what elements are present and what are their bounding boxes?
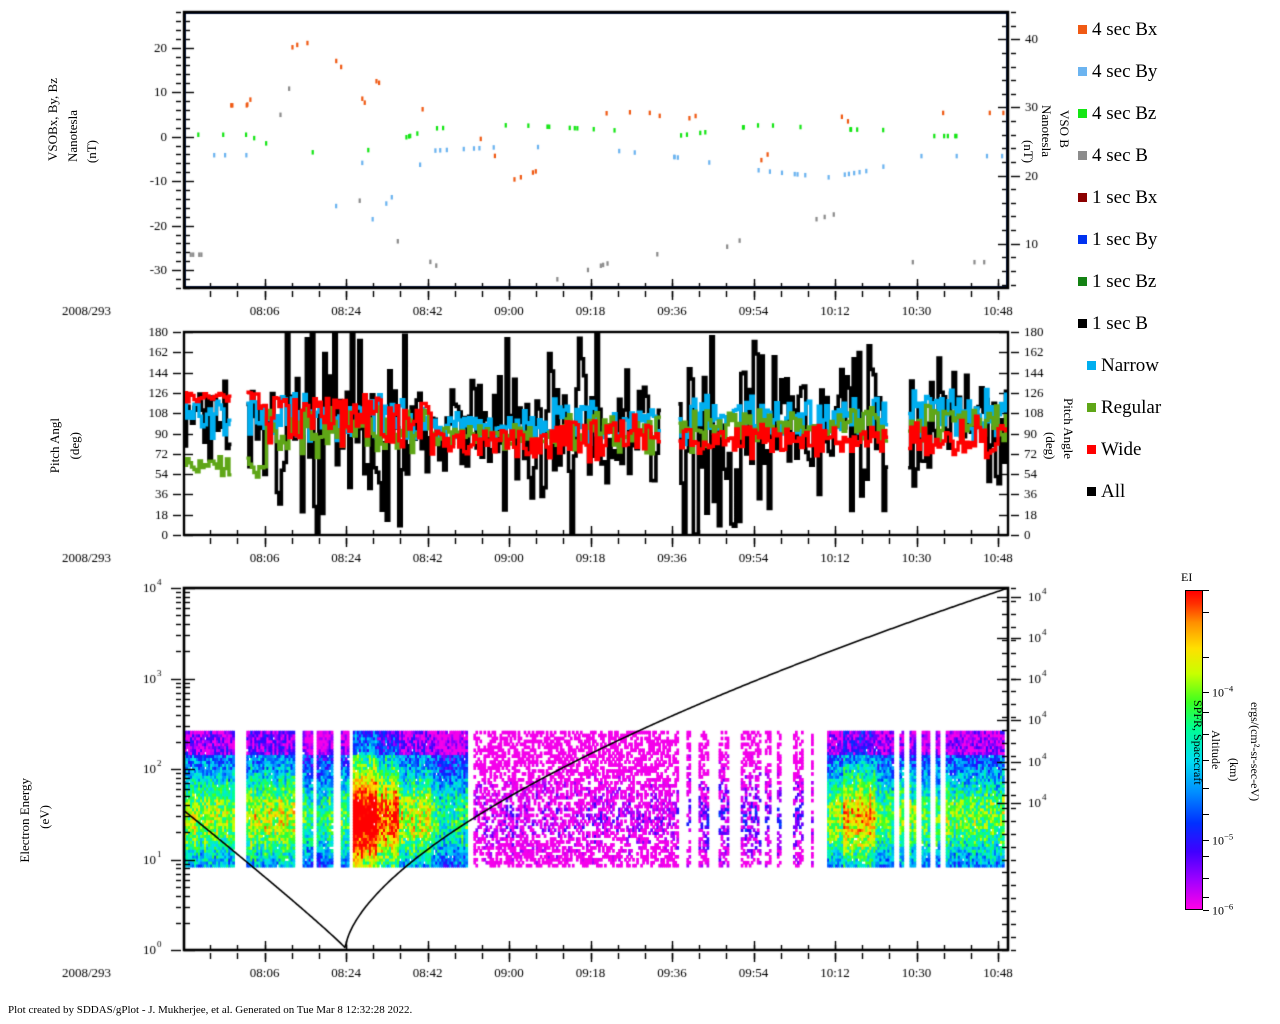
colorbar-tick (1203, 692, 1209, 694)
colorbar-tick (1203, 657, 1209, 659)
legend-item-1-sec-bz[interactable]: 1 sec Bz (1078, 260, 1278, 302)
pitch-right-l1: Pitch Angle (1060, 398, 1076, 460)
footer-credit: Plot created by SDDAS/gPlot - J. Mukherj… (8, 1004, 413, 1016)
pitch-left-l2: (deg) (67, 432, 82, 460)
legend-swatch-icon (1087, 360, 1096, 370)
colorbar-tick (1203, 855, 1209, 857)
legend-label: 4 sec Bx (1092, 18, 1158, 40)
legend: 4 sec Bx 4 sec By 4 sec Bz 4 sec B 1 sec Bx 1… (1078, 8, 1278, 512)
legend-item-4-sec-b[interactable]: 4 sec B (1078, 134, 1278, 176)
legend-label: All (1101, 480, 1126, 502)
mag-right-axis-l1: VSO B (1056, 110, 1072, 148)
pitch-left-l1: Pitch Angl (47, 418, 62, 474)
legend-item-1-sec-bx[interactable]: 1 sec Bx (1078, 176, 1278, 218)
legend-swatch-icon (1078, 24, 1087, 34)
legend-label: Wide (1101, 438, 1142, 460)
mag-left-axis-label-line3: (nT) (84, 140, 99, 164)
legend-item-4-sec-bx[interactable]: 4 sec Bx (1078, 8, 1278, 50)
colorbar-title: EI (1181, 570, 1193, 584)
legend-item-4-sec-bz[interactable]: 4 sec Bz (1078, 92, 1278, 134)
legend-item-narrow[interactable]: Narrow (1078, 344, 1278, 386)
legend-label: 1 sec By (1092, 228, 1158, 250)
mag-left-axis-label-line1: VSOBx, By, Bz (45, 78, 60, 161)
legend-label: 4 sec B (1092, 144, 1148, 166)
altitude-label-text-2: Altitude (1209, 730, 1223, 770)
colorbar-tick-label: 10−4 (1212, 683, 1234, 700)
panel-magnetic-field: VSOBx, By, Bz Nanotesla (nT) VSO B Nanot… (0, 0, 1072, 320)
mag-right-axis-label-2: Nanotesla (1038, 105, 1054, 157)
colorbar-tick (1203, 910, 1209, 911)
panel-pitch-angle: Pitch Angl (deg) Pitch Angle (deg) (0, 320, 1076, 570)
spec-left-l1: Electron Energy (17, 778, 32, 863)
colorbar-gradient (1185, 590, 1203, 910)
pitch-right-axis-label: Pitch Angle (1060, 398, 1076, 460)
magnetic-field-canvas (0, 0, 1060, 320)
legend-item-wide[interactable]: Wide (1078, 428, 1278, 470)
colorbar-tick-label: 10−6 (1212, 901, 1234, 918)
pitch-right-axis-label-2: (deg) (1042, 432, 1058, 460)
legend-swatch-icon (1087, 402, 1096, 412)
altitude-label-text-1: SPFR, Spacecraft (1191, 700, 1205, 785)
legend-label: 1 sec B (1092, 312, 1148, 334)
colorbar-tick (1203, 734, 1209, 735)
spec-left-axis-label-2: (eV) (37, 805, 53, 829)
colorbar-tick (1203, 590, 1209, 591)
altitude-label-2: Altitude (1208, 730, 1223, 769)
colorbar-tick (1203, 788, 1209, 790)
colorbar-tick (1203, 612, 1209, 614)
pitch-left-axis-label-2: (deg) (67, 432, 83, 460)
colorbar-tick (1203, 814, 1209, 815)
legend-label: 1 sec Bz (1092, 270, 1157, 292)
colorbar-unit-label: ergs/(cm²-sr-sec-eV) (1247, 702, 1262, 801)
colorbar-tick (1203, 878, 1209, 879)
legend-item-all[interactable]: All (1078, 470, 1278, 512)
legend-swatch-icon (1087, 444, 1096, 454)
legend-swatch-icon (1087, 486, 1096, 496)
legend-swatch-icon (1078, 318, 1087, 328)
legend-swatch-icon (1078, 108, 1087, 118)
legend-swatch-icon (1078, 192, 1087, 202)
pitch-angle-canvas (0, 320, 1060, 570)
mag-right-axis-l3: (nT) (1020, 140, 1036, 164)
colorbar-tick-label: 10−5 (1212, 831, 1234, 848)
legend-label: 4 sec By (1092, 60, 1158, 82)
legend-swatch-icon (1078, 276, 1087, 286)
colorbar-tick (1203, 711, 1209, 713)
electron-energy-spectrogram-canvas (0, 570, 1170, 995)
mag-right-axis-label-3: (nT) (1020, 140, 1036, 164)
spec-left-axis-label: Electron Energy (17, 778, 33, 863)
altitude-label-text-3: (km) (1227, 758, 1241, 782)
legend-swatch-icon (1078, 150, 1087, 160)
legend-label: 1 sec Bx (1092, 186, 1158, 208)
legend-swatch-icon (1078, 66, 1087, 76)
legend-item-1-sec-b[interactable]: 1 sec B (1078, 302, 1278, 344)
legend-label: Narrow (1101, 354, 1160, 376)
mag-left-axis-label-2: Nanotesla (65, 110, 81, 162)
legend-item-1-sec-by[interactable]: 1 sec By (1078, 218, 1278, 260)
pitch-left-axis-label: Pitch Angl (47, 418, 63, 474)
mag-left-axis-label-line2: Nanotesla (65, 110, 80, 162)
altitude-label-3: (km) (1226, 758, 1241, 781)
colorbar-tick (1203, 897, 1209, 899)
pitch-right-l2: (deg) (1042, 432, 1058, 460)
mag-right-axis-l2: Nanotesla (1038, 105, 1054, 157)
mag-right-axis-label-1: VSO B (1056, 110, 1072, 148)
legend-label: Regular (1101, 396, 1162, 418)
altitude-label-1: SPFR, Spacecraft (1190, 700, 1205, 785)
mag-left-axis-label: VSOBx, By, Bz (45, 78, 61, 161)
colorbar-tick (1203, 839, 1209, 841)
colorbar-unit-text: ergs/(cm²-sr-sec-eV) (1248, 702, 1262, 802)
legend-swatch-icon (1078, 234, 1087, 244)
legend-item-regular[interactable]: Regular (1078, 386, 1278, 428)
legend-label: 4 sec Bz (1092, 102, 1157, 124)
spec-left-l2: (eV) (37, 805, 52, 829)
legend-item-4-sec-by[interactable]: 4 sec By (1078, 50, 1278, 92)
panel-spectrogram: Electron Energy (eV) (0, 570, 1170, 995)
colorbar-tick (1203, 759, 1209, 761)
mag-left-axis-label-3: (nT) (84, 140, 100, 164)
